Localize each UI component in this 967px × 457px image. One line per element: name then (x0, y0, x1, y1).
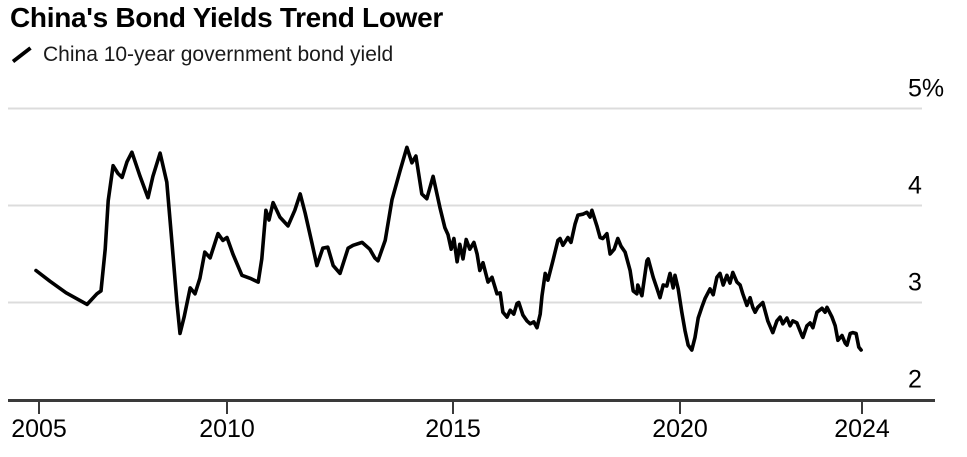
line-series-key-icon (11, 46, 32, 64)
x-axis-label: 2024 (834, 415, 890, 443)
y-axis-label: 4 (908, 172, 922, 200)
y-axis-label: 5% (908, 75, 944, 103)
x-axis-label: 2010 (199, 415, 255, 443)
y-axis-label: 3 (908, 269, 922, 297)
x-axis-label: 2020 (652, 415, 708, 443)
x-axis-label: 2005 (11, 415, 67, 443)
yield-line (34, 145, 863, 352)
x-axis-label: 2015 (425, 415, 481, 443)
y-axis-label: 2 (908, 366, 922, 394)
legend: China 10-year government bond yield (10, 43, 393, 67)
legend-label: China 10-year government bond yield (43, 43, 394, 66)
chart-title: China's Bond Yields Trend Lower (10, 2, 443, 33)
